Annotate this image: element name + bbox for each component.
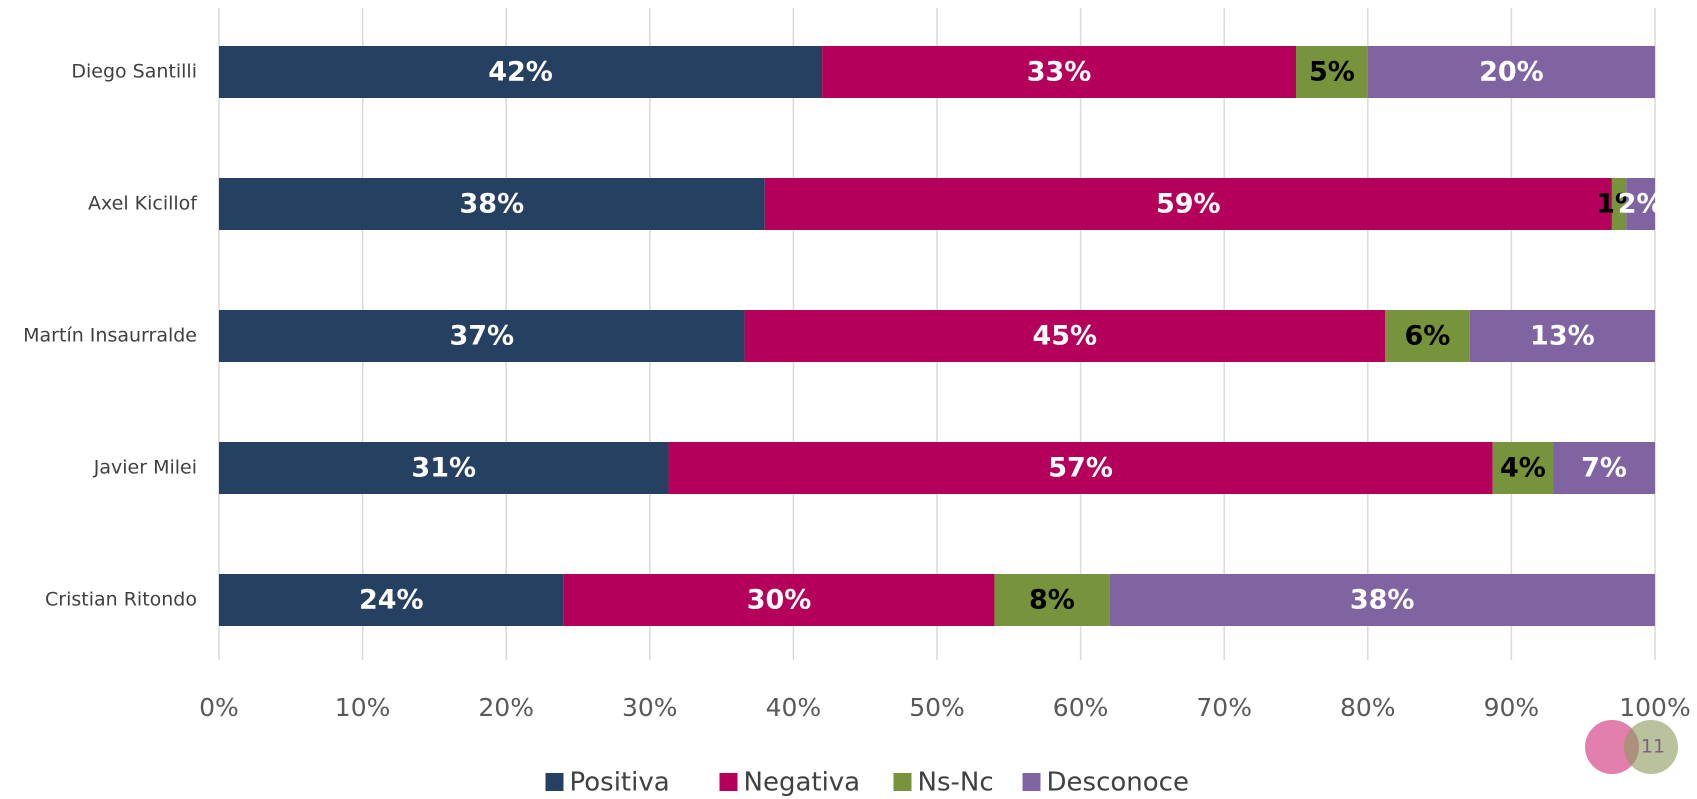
x-tick-label: 50% xyxy=(909,693,965,722)
data-label: 5% xyxy=(1309,57,1355,88)
category-label: Diego Santilli xyxy=(71,61,197,83)
bar-segment xyxy=(219,46,823,98)
data-label: 45% xyxy=(1032,321,1097,352)
page-badge xyxy=(1585,720,1639,774)
data-label: 42% xyxy=(488,57,553,88)
legend-swatch xyxy=(545,773,564,791)
bar-segment xyxy=(1553,442,1655,494)
data-label: 31% xyxy=(411,453,476,484)
data-label: 33% xyxy=(1027,57,1092,88)
bar-segment xyxy=(219,574,564,626)
bar-segment xyxy=(219,310,745,362)
bar-segment xyxy=(1385,310,1470,362)
data-label: 37% xyxy=(449,321,514,352)
x-tick-label: 10% xyxy=(335,693,391,722)
bar-segment xyxy=(563,574,995,626)
page-badge xyxy=(1624,720,1678,774)
bar-segment xyxy=(1469,310,1655,362)
bar-segment xyxy=(744,310,1386,362)
data-label: 8% xyxy=(1029,585,1075,616)
legend-label: Negativa xyxy=(744,768,861,798)
x-tick-label: 40% xyxy=(766,693,822,722)
bar-segment xyxy=(668,442,1493,494)
bar-segment xyxy=(1296,46,1368,98)
data-label: 24% xyxy=(359,585,424,616)
bar-segment xyxy=(1611,178,1627,230)
bar-segment xyxy=(219,178,765,230)
bar-segment xyxy=(219,442,669,494)
bar-segment xyxy=(1626,178,1655,230)
category-label: Cristian Ritondo xyxy=(45,589,197,611)
x-tick-label: 30% xyxy=(622,693,678,722)
x-tick-label: 70% xyxy=(1196,693,1252,722)
x-tick-label: 100% xyxy=(1619,693,1690,722)
legend-label: Desconoce xyxy=(1047,768,1189,798)
data-label: 6% xyxy=(1404,321,1450,352)
x-tick-label: 90% xyxy=(1484,693,1540,722)
x-tick-label: 60% xyxy=(1053,693,1109,722)
bar-segment xyxy=(994,574,1110,626)
data-label: 13% xyxy=(1530,321,1595,352)
page-number: 11 xyxy=(1641,736,1665,758)
legend-swatch xyxy=(1022,773,1041,791)
bar-segment xyxy=(1492,442,1554,494)
data-label: 38% xyxy=(460,189,525,220)
x-tick-label: 0% xyxy=(199,693,239,722)
category-label: Axel Kicillof xyxy=(88,193,198,215)
legend-swatch xyxy=(893,773,912,791)
legend-label: Positiva xyxy=(570,768,670,798)
data-label: 2% xyxy=(1618,189,1664,220)
category-label: Javier Milei xyxy=(93,457,197,479)
bar-segment xyxy=(764,178,1612,230)
x-tick-label: 20% xyxy=(478,693,534,722)
data-label: 57% xyxy=(1048,453,1113,484)
data-label: 7% xyxy=(1581,453,1627,484)
data-label: 20% xyxy=(1479,57,1544,88)
data-label: 38% xyxy=(1350,585,1415,616)
bar-segment xyxy=(822,46,1296,98)
data-label: 59% xyxy=(1156,189,1221,220)
data-label: 4% xyxy=(1500,453,1546,484)
data-label: 30% xyxy=(747,585,812,616)
bar-segment xyxy=(1367,46,1655,98)
bar-segment xyxy=(1109,574,1655,626)
legend-swatch xyxy=(719,773,738,791)
category-label: Martín Insaurralde xyxy=(23,325,197,347)
legend-label: Ns-Nc xyxy=(918,768,994,798)
x-tick-label: 80% xyxy=(1340,693,1396,722)
